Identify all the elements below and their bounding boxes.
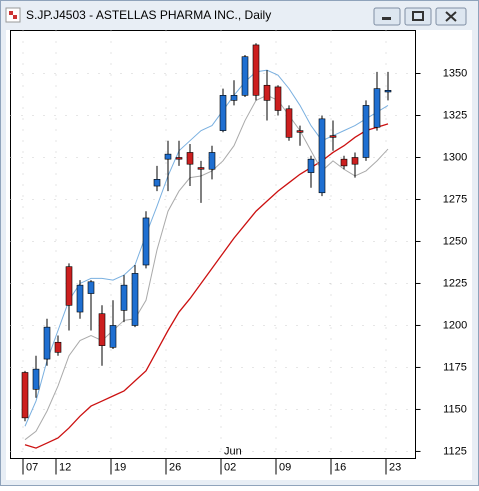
close-button[interactable] — [435, 7, 467, 26]
candle-body — [219, 95, 227, 131]
y-tick-label: 1250 — [443, 235, 467, 247]
candle-body — [263, 84, 271, 101]
candle-body — [120, 284, 128, 311]
candle-body — [362, 105, 370, 158]
indicator-line — [24, 94, 389, 441]
candle-body — [340, 158, 348, 167]
candle-body — [32, 368, 40, 390]
candle-body — [274, 86, 282, 111]
candle-body — [318, 118, 326, 194]
indicator-line — [24, 69, 389, 427]
candle-body — [21, 372, 29, 419]
candle-body — [351, 157, 359, 165]
candle-body — [43, 326, 51, 360]
y-tick-label: 1350 — [443, 67, 467, 79]
x-tick-label: 19 — [114, 461, 126, 473]
candle-body — [373, 88, 381, 128]
candle-body — [109, 325, 117, 348]
candle-body — [175, 157, 183, 160]
candle-body — [329, 135, 337, 138]
y-tick-label: 1300 — [443, 151, 467, 163]
y-tick-label: 1275 — [443, 193, 467, 205]
indicator-line — [24, 123, 389, 449]
x-tick-label: 07 — [26, 461, 38, 473]
x-tick-label: 02 — [224, 461, 236, 473]
month-label: Jun — [224, 445, 242, 457]
candle-body — [241, 56, 249, 96]
x-tick-label: 12 — [59, 461, 71, 473]
candle-body — [164, 153, 172, 160]
x-tick-label: 23 — [389, 461, 401, 473]
plot-area — [10, 30, 416, 459]
candle-body — [296, 130, 304, 133]
y-tick-label: 1200 — [443, 319, 467, 331]
window-title: S.JP.J4503 - ASTELLAS PHARMA INC., Daily — [26, 8, 271, 22]
x-tick-label: 26 — [169, 461, 181, 473]
candle-body — [285, 108, 293, 138]
candle-body — [76, 284, 84, 313]
candle-body — [230, 95, 238, 101]
y-tick-label: 1325 — [443, 109, 467, 121]
y-tick-label: 1125 — [443, 445, 467, 457]
candle-body — [131, 273, 139, 326]
minimize-button[interactable] — [373, 7, 401, 26]
candle-body — [307, 158, 315, 173]
candle-body — [384, 89, 392, 93]
candle-body — [54, 341, 62, 353]
app-icon-mark — [13, 15, 17, 19]
candle-body — [142, 217, 150, 266]
candle-body — [87, 281, 95, 294]
x-tick-label: 16 — [334, 461, 346, 473]
candle-body — [186, 152, 194, 165]
candle-body — [98, 313, 106, 346]
candle-body — [252, 44, 260, 96]
app-icon-mark — [9, 11, 13, 15]
x-tick-label: 09 — [279, 461, 291, 473]
candle-body — [153, 179, 161, 187]
y-tick-label: 1175 — [443, 361, 467, 373]
y-tick-label: 1150 — [443, 403, 467, 415]
candle-body — [197, 167, 205, 170]
candle-body — [208, 152, 216, 170]
candle-body — [65, 266, 73, 306]
maximize-button[interactable] — [404, 7, 432, 26]
y-tick-label: 1225 — [443, 277, 467, 289]
